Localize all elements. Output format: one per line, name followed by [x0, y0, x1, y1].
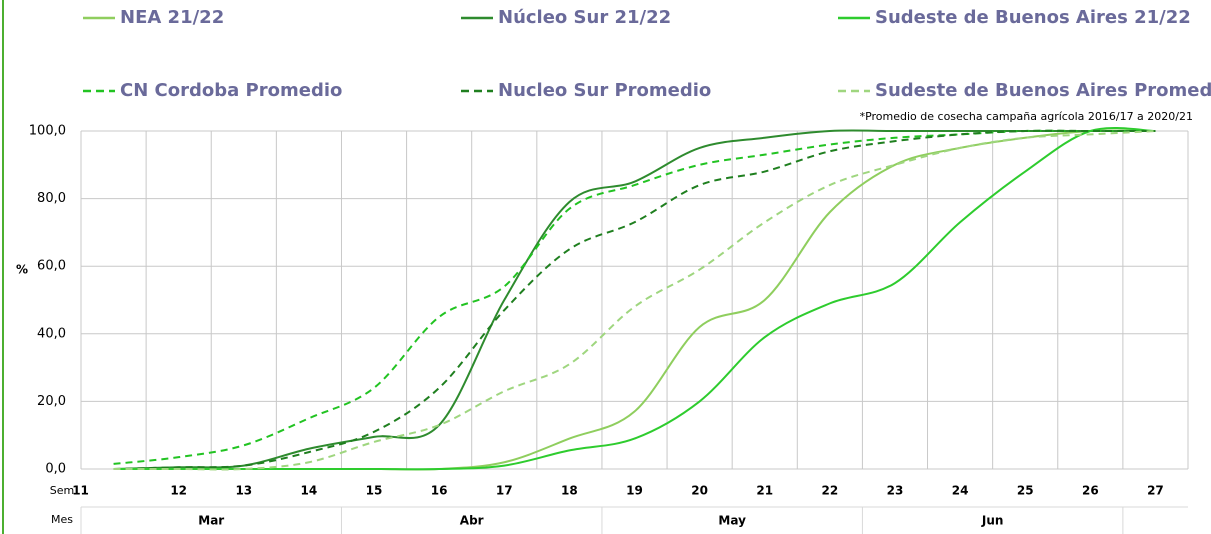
y-tick-label: 60,0: [37, 259, 66, 274]
y-tick-label: 80,0: [37, 191, 66, 206]
x-tick-label: 23: [887, 484, 904, 498]
x-tick-label: 14: [301, 484, 318, 498]
month-label: Abr: [460, 514, 484, 528]
x-tick-label: 25: [1017, 484, 1034, 498]
x-tick-label: 27: [1147, 484, 1164, 498]
y-tick-label: 20,0: [37, 394, 66, 409]
annotation: *Promedio de cosecha campaña agrícola 20…: [860, 110, 1193, 123]
x-tick-label: 24: [952, 484, 969, 498]
series-line: [113, 129, 1156, 470]
month-label: Mar: [198, 514, 224, 528]
x-tick-label: 18: [561, 484, 578, 498]
legend-label: Nucleo Sur Promedio: [498, 80, 711, 101]
x-tick-label: 21: [756, 484, 773, 498]
y-tick-label: 0,0: [45, 462, 66, 477]
legend-label: NEA 21/22: [120, 7, 224, 28]
legend-label: Sudeste de Buenos Aires Promedio: [875, 80, 1211, 101]
x-row-label: Sem: [50, 484, 74, 497]
legend-label: CN Cordoba Promedio: [120, 80, 342, 101]
x-tick-label: 11: [72, 484, 89, 498]
legend-label: Sudeste de Buenos Aires 21/22: [875, 7, 1191, 28]
x-tick-label: 20: [691, 484, 708, 498]
x-tick-label: 15: [366, 484, 383, 498]
series-line: [113, 126, 1156, 471]
x-tick-label: 22: [822, 484, 839, 498]
x-tick-label: 19: [626, 484, 643, 498]
x-tick-label: 12: [170, 484, 187, 498]
y-tick-label: 40,0: [37, 326, 66, 341]
x-tick-label: 16: [431, 484, 448, 498]
series-line: [113, 129, 1156, 470]
x-tick-label: 26: [1082, 484, 1099, 498]
x-tick-label: 13: [235, 484, 252, 498]
month-row-label: Mes: [51, 513, 73, 526]
legend-label: Núcleo Sur 21/22: [498, 7, 671, 28]
month-label: May: [718, 514, 746, 528]
month-label: Jun: [981, 514, 1004, 528]
y-tick-label: 100,0: [29, 124, 66, 139]
y-label: %: [16, 263, 28, 277]
x-tick-label: 17: [496, 484, 513, 498]
